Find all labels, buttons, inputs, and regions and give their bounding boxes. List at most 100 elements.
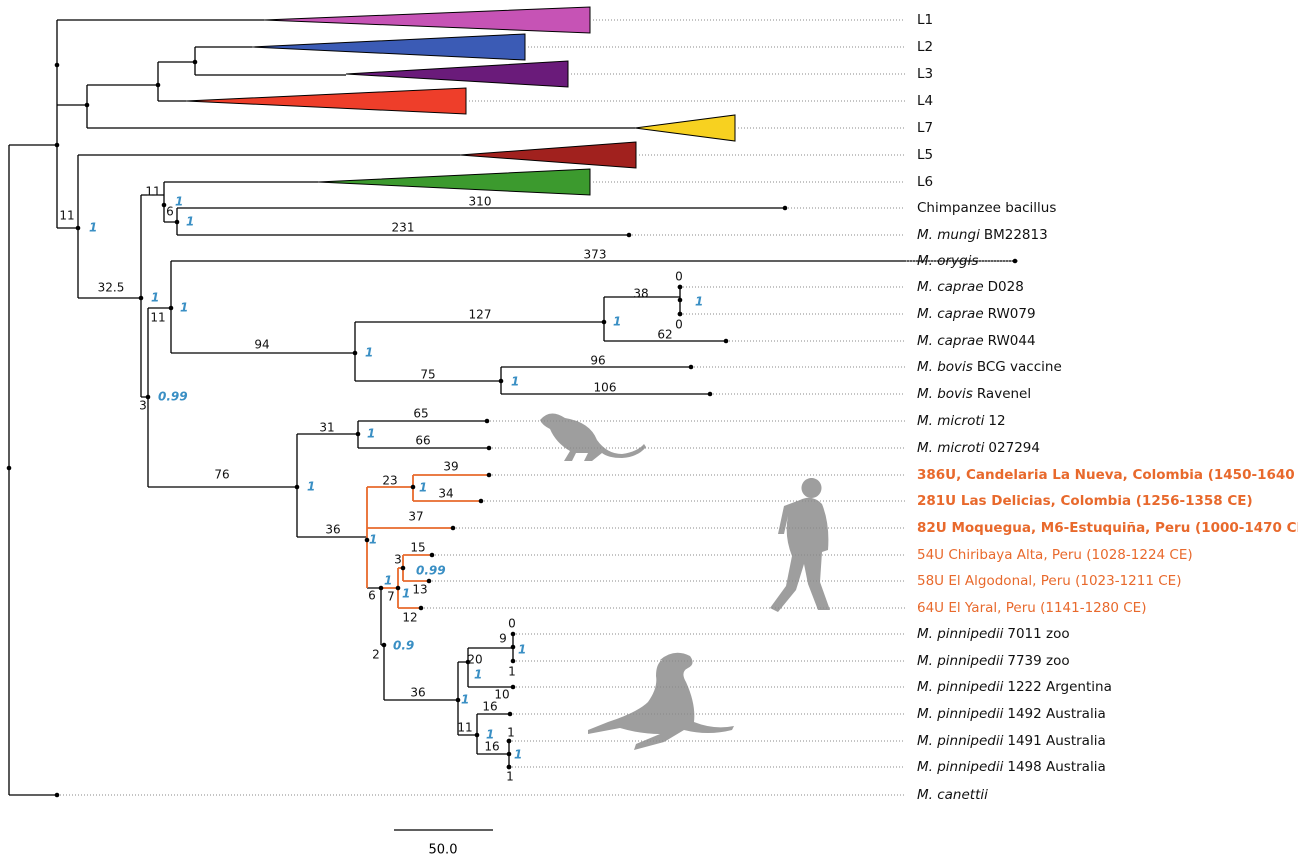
leaf-strain: L5: [917, 147, 933, 163]
leaf-label: M. microti12: [917, 413, 1006, 429]
leaf-strain: L3: [917, 66, 933, 82]
leaf-strain: 027294: [988, 440, 1040, 456]
leaf-strain: BCG vaccine: [977, 359, 1062, 375]
node-dot: [353, 351, 358, 356]
leaf-species: M. mungi: [917, 227, 980, 243]
node-dot: [175, 220, 180, 225]
node-dot: [678, 285, 683, 290]
branch-length: 310: [469, 195, 492, 209]
leaf-strain: L1: [917, 12, 933, 28]
leaf-species: M. bovis: [917, 359, 973, 375]
branch-length: 65: [413, 407, 428, 421]
leaf-strain: 7011 zoo: [1007, 626, 1069, 642]
leaf-strain: D028: [988, 279, 1024, 295]
human-icon: [770, 478, 830, 612]
branch-length: 11: [59, 209, 74, 223]
tip-dot: [55, 793, 60, 798]
leaf-label: M. capraeRW044: [917, 333, 1036, 349]
leaf-species: M. microti: [917, 440, 985, 456]
node-dot: [382, 643, 387, 648]
node-dot: [411, 485, 416, 490]
leaf-strain: 1492 Australia: [1007, 706, 1105, 722]
branch-length: 96: [590, 354, 605, 368]
branch-length: 11: [150, 311, 165, 325]
leaf-strain: 82U Moquegua, M6-Estuquiña, Peru (1000-1…: [917, 520, 1298, 536]
leaf-species: M. caprae: [917, 279, 984, 295]
tip-dot: [1013, 259, 1018, 264]
leaf-strain: L4: [917, 93, 933, 109]
node-dot: [295, 485, 300, 490]
branch-length: 3: [394, 553, 402, 567]
leaf-label: Chimpanzee bacillus: [917, 200, 1056, 216]
leaf-species: M. canettii: [917, 787, 988, 803]
tip-dot: [511, 685, 516, 690]
node-dot: [379, 586, 384, 591]
leaf-strain: RW044: [988, 333, 1036, 349]
node-dot: [55, 143, 60, 148]
tip-dot: [627, 233, 632, 238]
branch-length: 37: [408, 510, 423, 524]
leaf-strain: BM22813: [984, 227, 1048, 243]
support-value: 1: [151, 291, 159, 305]
leaf-species: M. orygis: [917, 253, 978, 269]
branch-length: 0: [675, 318, 683, 332]
leaf-species: M. bovis: [917, 386, 973, 402]
leaf-label: 82U Moquegua, M6-Estuquiña, Peru (1000-1…: [917, 520, 1298, 536]
support-value: 1: [175, 195, 183, 209]
leaf-label: L4: [917, 93, 933, 109]
branch-length: 9: [499, 632, 507, 646]
support-value: 1: [461, 693, 469, 707]
collapsed-clade: [318, 169, 590, 195]
branch-length: 31: [319, 421, 334, 435]
branch-length: 6: [166, 205, 174, 219]
node-dot: [456, 698, 461, 703]
branch-length: 0: [675, 270, 683, 284]
branch-length: 231: [392, 221, 415, 235]
support-value: 1: [511, 375, 519, 389]
leaf-strain: L6: [917, 174, 933, 190]
tip-dot: [508, 712, 513, 717]
node-dot: [76, 226, 81, 231]
tip-dot: [479, 499, 484, 504]
collapsed-clade: [186, 88, 466, 114]
branch-length: 16: [484, 740, 499, 754]
branch-length: 23: [382, 474, 397, 488]
leaf-strain: Ravenel: [977, 386, 1031, 402]
tip-dot: [451, 526, 456, 531]
branch-length: 20: [467, 653, 482, 667]
tip-dot: [511, 659, 516, 664]
leaf-strain: L2: [917, 39, 933, 55]
node-dot: [602, 320, 607, 325]
leaf-species: M. pinnipedii: [917, 679, 1004, 695]
support-value: 1: [369, 533, 377, 547]
leaf-strain: 386U, Candelaria La Nueva, Colombia (145…: [917, 467, 1298, 483]
node-dot: [156, 83, 161, 88]
leaf-label: 64U El Yaral, Peru (1141-1280 CE): [917, 600, 1146, 616]
tip-dot: [689, 365, 694, 370]
node-dot: [511, 645, 516, 650]
leaf-strain: 12: [988, 413, 1005, 429]
branch-length: 62: [657, 328, 672, 342]
leaf-label: L6: [917, 174, 933, 190]
leaf-species: M. pinnipedii: [917, 626, 1004, 642]
support-value: 1: [384, 574, 392, 588]
tip-dot: [708, 392, 713, 397]
leaf-label: L5: [917, 147, 933, 163]
node-dot: [139, 296, 144, 301]
support-value: 1: [186, 215, 194, 229]
leaf-label: 386U, Candelaria La Nueva, Colombia (145…: [917, 467, 1298, 483]
leaf-strain: 64U El Yaral, Peru (1141-1280 CE): [917, 600, 1146, 616]
leaf-label: L2: [917, 39, 933, 55]
leaf-label: 281U Las Delicias, Colombia (1256-1358 C…: [917, 493, 1253, 509]
node-dot: [396, 586, 401, 591]
leaf-species: M. pinnipedii: [917, 706, 1004, 722]
support-value: 1: [518, 643, 526, 657]
sealion-icon: [588, 653, 734, 750]
branch-length: 11: [145, 185, 160, 199]
support-value: 1: [514, 748, 522, 762]
